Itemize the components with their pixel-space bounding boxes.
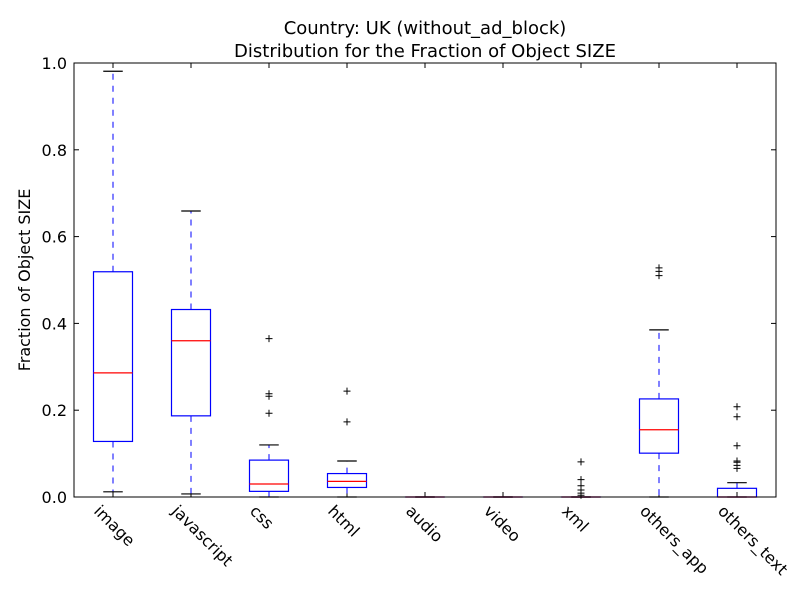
outlier-point: [344, 388, 351, 395]
box-image: [94, 272, 133, 442]
y-tick-label: 0.2: [42, 401, 67, 420]
y-tick-label: 0.0: [42, 488, 67, 507]
outlier-point: [266, 410, 273, 417]
outlier-point: [578, 458, 585, 465]
x-tick-label: others_text: [713, 501, 791, 579]
x-tick-label: javascript: [167, 501, 236, 570]
outlier-point: [734, 457, 741, 464]
x-tick-label: xml: [558, 501, 592, 535]
y-tick-label: 0.4: [42, 314, 67, 333]
x-tick-label: css: [246, 501, 277, 532]
outlier-point: [578, 476, 585, 483]
x-tick-label: others_app: [635, 501, 712, 578]
x-tick-label: video: [480, 501, 524, 545]
outlier-point: [734, 442, 741, 449]
y-tick-label: 0.8: [42, 141, 67, 160]
outlier-point: [734, 403, 741, 410]
plot-frame: [74, 63, 776, 497]
outlier-point: [656, 264, 663, 271]
box-html: [328, 474, 367, 488]
outlier-point: [734, 413, 741, 420]
x-tick-label: image: [90, 501, 139, 550]
outlier-point: [344, 418, 351, 425]
box-others_app: [640, 399, 679, 453]
y-tick-label: 1.0: [42, 54, 67, 73]
box-css: [250, 460, 289, 491]
box-javascript: [172, 310, 211, 416]
y-axis-label: Fraction of Object SIZE: [15, 189, 34, 372]
chart-subtitle: Distribution for the Fraction of Object …: [234, 41, 616, 62]
outlier-point: [578, 482, 585, 489]
y-tick-label: 0.6: [42, 228, 67, 247]
outlier-point: [266, 335, 273, 342]
plot-area: 0.0 0.2 0.4 0.6 0.8 1.0 image javascript css html…: [42, 54, 792, 580]
x-tick-label: html: [324, 501, 363, 540]
chart-title: Country: UK (without_ad_block): [284, 18, 567, 39]
x-tick-label: audio: [402, 501, 447, 546]
